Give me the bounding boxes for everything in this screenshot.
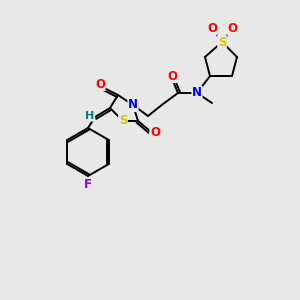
Text: O: O — [207, 22, 217, 34]
Text: N: N — [192, 86, 202, 100]
Text: S: S — [119, 115, 127, 128]
Text: H: H — [85, 111, 94, 121]
Text: O: O — [167, 70, 177, 83]
Text: O: O — [150, 125, 160, 139]
Text: F: F — [84, 178, 92, 191]
Text: S: S — [218, 35, 226, 49]
Text: N: N — [128, 98, 138, 112]
Text: O: O — [227, 22, 237, 34]
Text: O: O — [95, 77, 105, 91]
